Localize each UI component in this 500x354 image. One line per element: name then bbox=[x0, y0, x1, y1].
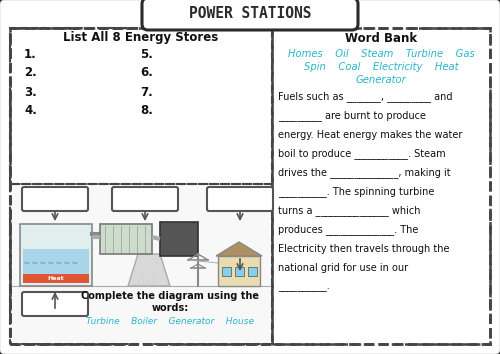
Text: __________. The spinning turbine: __________. The spinning turbine bbox=[278, 187, 434, 198]
Text: /: / bbox=[152, 276, 156, 286]
Bar bbox=[248, 267, 257, 276]
FancyBboxPatch shape bbox=[142, 0, 358, 30]
Text: 8.: 8. bbox=[140, 104, 153, 118]
Text: produces ______________. The: produces ______________. The bbox=[278, 224, 418, 235]
Text: /: / bbox=[146, 279, 152, 289]
Text: national grid for use in our: national grid for use in our bbox=[278, 263, 408, 273]
Text: energy. Heat energy makes the water: energy. Heat energy makes the water bbox=[278, 130, 462, 140]
Bar bbox=[272, 28, 490, 344]
Text: 5.: 5. bbox=[140, 47, 153, 61]
FancyBboxPatch shape bbox=[22, 292, 88, 316]
Text: /: / bbox=[142, 276, 146, 286]
Text: Heat: Heat bbox=[48, 276, 64, 281]
Text: POWER STATIONS: POWER STATIONS bbox=[189, 6, 311, 21]
Bar bbox=[12, 186, 270, 342]
FancyBboxPatch shape bbox=[112, 187, 178, 211]
Text: 1.: 1. bbox=[24, 47, 37, 61]
Text: 6.: 6. bbox=[140, 67, 153, 80]
Bar bbox=[10, 28, 272, 184]
Bar bbox=[23, 274, 89, 283]
Text: Turbine    Boiler    Generator    House: Turbine Boiler Generator House bbox=[86, 318, 254, 326]
Text: boil to produce ___________. Steam: boil to produce ___________. Steam bbox=[278, 149, 446, 159]
FancyBboxPatch shape bbox=[207, 187, 273, 211]
Bar bbox=[222, 267, 231, 276]
Bar bbox=[10, 184, 272, 344]
Text: _________ are burnt to produce: _________ are burnt to produce bbox=[278, 110, 426, 121]
Bar bbox=[10, 28, 490, 344]
Polygon shape bbox=[128, 254, 170, 286]
Text: 7.: 7. bbox=[140, 86, 153, 98]
Text: List All 8 Energy Stores: List All 8 Energy Stores bbox=[64, 32, 218, 45]
Text: 3.: 3. bbox=[24, 86, 37, 98]
Text: ~: ~ bbox=[70, 259, 78, 268]
Bar bbox=[235, 267, 244, 276]
Bar bbox=[100, 224, 152, 254]
Text: ~: ~ bbox=[22, 259, 30, 268]
Bar bbox=[23, 249, 89, 283]
Text: 4.: 4. bbox=[24, 104, 37, 118]
Text: drives the ______________, making it: drives the ______________, making it bbox=[278, 167, 450, 178]
Text: Generator: Generator bbox=[356, 75, 406, 85]
Text: Homes    Oil    Steam    Turbine    Gas: Homes Oil Steam Turbine Gas bbox=[288, 49, 474, 59]
Text: __________.: __________. bbox=[278, 282, 330, 292]
Polygon shape bbox=[216, 242, 262, 256]
Text: /: / bbox=[136, 279, 141, 289]
Text: 2.: 2. bbox=[24, 67, 37, 80]
Text: ~: ~ bbox=[30, 259, 38, 268]
Bar bbox=[160, 222, 198, 256]
Text: Fuels such as _______, _________ and: Fuels such as _______, _________ and bbox=[278, 92, 452, 102]
Text: ~: ~ bbox=[54, 259, 62, 268]
Text: Spin    Coal    Electricity    Heat: Spin Coal Electricity Heat bbox=[304, 62, 458, 72]
Text: Word Bank: Word Bank bbox=[345, 32, 417, 45]
Bar bbox=[10, 28, 272, 344]
Text: ~: ~ bbox=[62, 259, 70, 268]
Bar bbox=[20, 224, 92, 286]
Text: ~: ~ bbox=[38, 259, 46, 268]
FancyBboxPatch shape bbox=[22, 187, 88, 211]
Text: Electricity then travels through the: Electricity then travels through the bbox=[278, 244, 450, 254]
Text: ~: ~ bbox=[46, 259, 54, 268]
Bar bbox=[218, 256, 260, 286]
Text: turns a _______________ which: turns a _______________ which bbox=[278, 206, 420, 216]
Text: Complete the diagram using the
words:: Complete the diagram using the words: bbox=[81, 291, 259, 313]
